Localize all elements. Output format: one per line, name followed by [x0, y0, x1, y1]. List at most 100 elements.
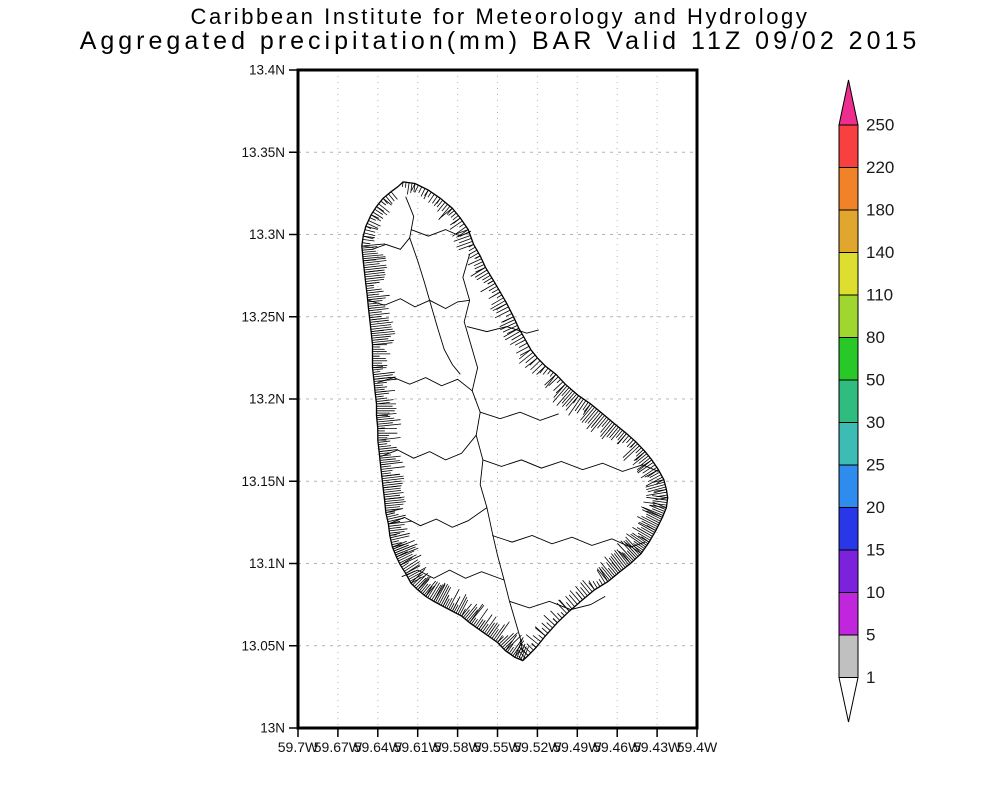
colorbar-band — [838, 167, 859, 211]
gully-hatch-line — [510, 336, 524, 346]
gully-hatch-line — [626, 550, 636, 560]
gully-hatch-line — [365, 282, 376, 285]
watershed-boundary — [480, 411, 559, 421]
gully-hatch-line — [383, 485, 402, 489]
gully-hatch-line — [655, 497, 668, 501]
gully-hatch-line — [373, 374, 393, 378]
gully-hatch-line — [385, 506, 401, 509]
gully-hatch-line — [500, 322, 517, 331]
gully-hatch-line — [560, 611, 565, 617]
gully-hatch-line — [637, 522, 655, 533]
colorbar-level-label: 50 — [866, 371, 885, 390]
gully-hatch-line — [600, 420, 611, 433]
gully-hatch-line — [372, 368, 384, 371]
gully-hatch-line — [525, 354, 536, 364]
gully-hatch-line — [420, 188, 426, 197]
gully-hatch-line — [424, 189, 429, 196]
gully-hatch-line — [372, 342, 393, 346]
gully-hatch-line — [644, 469, 659, 478]
gully-hatch-line — [400, 554, 422, 566]
lon-tick-label: 59.43W — [633, 739, 682, 755]
lon-tick-label: 59.67W — [314, 739, 363, 755]
gully-hatch-line — [413, 183, 416, 193]
gully-hatch-line — [380, 463, 389, 466]
gully-hatch-line — [552, 385, 568, 403]
watershed-boundary — [368, 298, 470, 310]
gully-hatch-line — [640, 457, 651, 466]
gully-hatch-line — [418, 186, 423, 193]
gully-hatch-line — [503, 327, 519, 338]
gully-hatch-line — [556, 388, 572, 406]
gully-hatch-line — [580, 587, 588, 596]
gully-hatch-line — [366, 290, 384, 294]
gully-hatch-line — [369, 312, 390, 316]
lat-tick-label: 13.4N — [249, 63, 285, 78]
gully-hatch-line — [484, 616, 497, 634]
colorbar-band — [838, 422, 859, 466]
gully-hatch-line — [504, 330, 521, 341]
watershed-boundary — [462, 254, 524, 653]
gully-hatch-line — [364, 270, 381, 273]
gully-hatch-line — [482, 623, 489, 633]
colorbar: 250 220 180 140 110 80 50 30 25 20 15 10 5 1 — [838, 79, 894, 723]
gully-hatch-line — [414, 572, 429, 587]
gully-hatch-line — [371, 331, 395, 335]
gully-hatch-line — [525, 634, 539, 645]
gully-hatch-line — [441, 203, 448, 212]
gully-hatch-line — [597, 416, 607, 429]
gully-hatch-line — [376, 399, 394, 402]
gully-hatch-line — [368, 308, 389, 312]
gully-hatch-line — [576, 400, 587, 414]
colorbar-level-label: 80 — [866, 328, 885, 347]
gully-hatch-line — [505, 634, 517, 651]
gully-hatch-line — [493, 624, 505, 641]
gully-hatch-line — [646, 515, 660, 524]
gully-hatch-line — [642, 464, 656, 474]
gully-hatch-line — [520, 646, 527, 660]
gully-hatch-line — [407, 567, 427, 578]
gully-hatch-line — [590, 415, 605, 433]
barbados-island — [361, 181, 669, 662]
lon-tick-label: 59.4W — [677, 739, 718, 755]
gully-hatch-line — [600, 562, 614, 578]
latitude-axis-labels: 13.4N 13.35N 13.3N 13.25N 13.2N 13.15N 13.1N 13… — [241, 63, 285, 736]
gully-hatch-line — [372, 211, 384, 219]
gully-hatch-line — [635, 447, 642, 454]
gully-hatch-line — [573, 395, 579, 404]
longitude-axis-labels: 59.7W59.67W59.64W59.61W59.58W59.55W59.52… — [278, 739, 718, 755]
gully-hatch-line — [404, 182, 407, 188]
gully-hatch-line — [492, 303, 507, 312]
gully-hatch-line — [388, 193, 395, 202]
gully-hatch-line — [390, 535, 410, 541]
gully-hatch-line — [478, 620, 486, 630]
gully-hatch-line — [643, 501, 667, 506]
gully-hatch-line — [371, 335, 391, 339]
gully-hatch-line — [363, 232, 376, 237]
gully-hatch-line — [574, 398, 584, 412]
gully-hatch-line — [646, 496, 668, 501]
gully-hatch-line — [449, 220, 463, 230]
gully-hatch-line — [561, 390, 574, 404]
gully-hatch-line — [368, 306, 386, 309]
gully-hatch-line — [459, 599, 469, 616]
gully-hatch-line — [462, 609, 470, 618]
gully-hatch-line — [364, 267, 387, 271]
gully-hatch-line — [541, 627, 549, 634]
axis-ticks — [289, 69, 698, 737]
gully-hatch-line — [610, 555, 622, 571]
colorbar-level-label: 10 — [866, 583, 885, 602]
gully-hatch-line — [569, 590, 581, 603]
watershed-boundary — [509, 596, 606, 611]
gully-hatch-line — [367, 294, 375, 296]
gully-hatch-line — [437, 583, 448, 604]
gully-hatch-line — [514, 647, 523, 658]
gully-hatch-line — [389, 528, 408, 532]
gully-hatch-line — [620, 540, 637, 559]
gully-hatch-line — [592, 580, 598, 589]
gully-hatch-line — [583, 403, 591, 413]
gully-hatch-line — [596, 569, 606, 584]
gully-hatch-line — [637, 516, 658, 528]
gully-hatch-line — [374, 384, 384, 387]
colorbar-level-label: 5 — [866, 626, 875, 645]
gully-hatch-line — [561, 387, 570, 397]
